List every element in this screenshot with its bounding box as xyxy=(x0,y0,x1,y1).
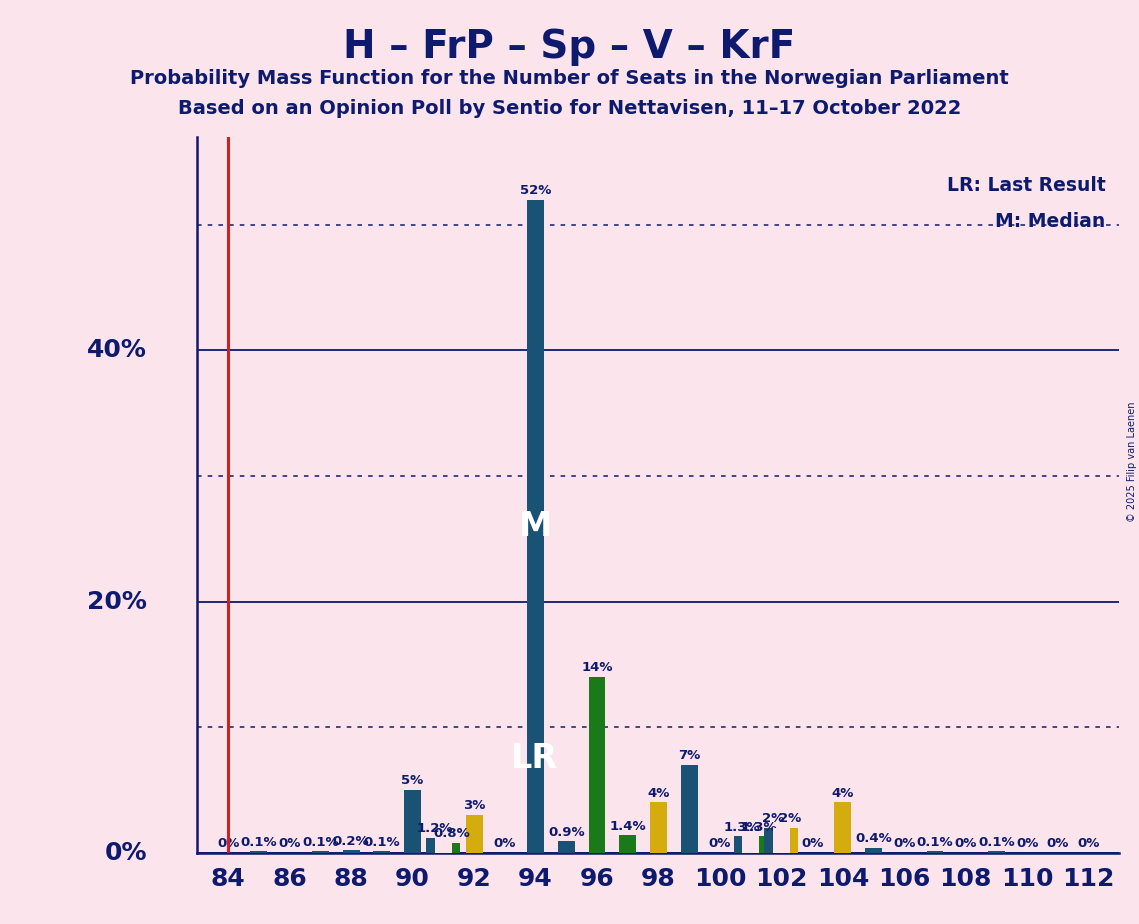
Bar xyxy=(866,847,882,853)
Bar xyxy=(988,851,1005,853)
Text: 0%: 0% xyxy=(1047,837,1070,850)
Bar xyxy=(466,815,483,853)
Text: 0%: 0% xyxy=(105,841,147,865)
Text: 0%: 0% xyxy=(801,837,823,850)
Bar xyxy=(835,802,851,853)
Bar xyxy=(558,842,575,853)
Bar xyxy=(764,828,781,853)
Bar xyxy=(435,837,452,853)
Bar xyxy=(251,851,268,853)
Bar xyxy=(773,828,789,853)
Text: M: M xyxy=(519,510,552,542)
Text: 52%: 52% xyxy=(519,184,551,197)
Bar xyxy=(343,850,360,853)
Text: 1.4%: 1.4% xyxy=(609,820,646,833)
Bar xyxy=(404,790,421,853)
Text: Probability Mass Function for the Number of Seats in the Norwegian Parliament: Probability Mass Function for the Number… xyxy=(130,69,1009,89)
Bar xyxy=(620,835,637,853)
Text: 1.3%: 1.3% xyxy=(724,821,761,833)
Bar xyxy=(312,851,329,853)
Text: 0.1%: 0.1% xyxy=(302,836,338,849)
Text: 3%: 3% xyxy=(462,799,485,812)
Text: 2%: 2% xyxy=(762,812,784,825)
Text: Based on an Opinion Poll by Sentio for Nettavisen, 11–17 October 2022: Based on an Opinion Poll by Sentio for N… xyxy=(178,99,961,118)
Text: 2%: 2% xyxy=(779,812,801,825)
Bar xyxy=(681,765,697,853)
Text: 0.9%: 0.9% xyxy=(548,826,584,839)
Text: H – FrP – Sp – V – KrF: H – FrP – Sp – V – KrF xyxy=(343,28,796,66)
Text: 0%: 0% xyxy=(218,837,239,850)
Text: 0%: 0% xyxy=(708,837,731,850)
Text: 0%: 0% xyxy=(1077,837,1100,850)
Bar xyxy=(589,677,606,853)
Text: 0%: 0% xyxy=(954,837,977,850)
Text: © 2025 Filip van Laenen: © 2025 Filip van Laenen xyxy=(1126,402,1137,522)
Text: 7%: 7% xyxy=(678,749,700,762)
Text: 0%: 0% xyxy=(278,837,301,850)
Text: 0.1%: 0.1% xyxy=(917,836,953,849)
Text: 0%: 0% xyxy=(1016,837,1039,850)
Text: 40%: 40% xyxy=(87,338,147,362)
Text: 20%: 20% xyxy=(87,590,147,614)
Text: 0.4%: 0.4% xyxy=(855,833,892,845)
Bar xyxy=(443,843,460,853)
Text: 0%: 0% xyxy=(493,837,516,850)
Bar xyxy=(374,851,391,853)
Bar xyxy=(435,837,452,853)
Bar xyxy=(650,802,667,853)
Text: 0.1%: 0.1% xyxy=(363,836,400,849)
Text: 14%: 14% xyxy=(581,662,613,675)
Text: 1.3%: 1.3% xyxy=(740,821,778,833)
Text: 1.2%: 1.2% xyxy=(417,822,453,835)
Text: LR: Last Result: LR: Last Result xyxy=(947,176,1106,195)
Text: 5%: 5% xyxy=(401,774,424,787)
Text: 0%: 0% xyxy=(893,837,916,850)
Text: LR: LR xyxy=(510,742,558,775)
Text: 4%: 4% xyxy=(831,787,854,800)
Text: 0.1%: 0.1% xyxy=(240,836,277,849)
Text: 0.1%: 0.1% xyxy=(978,836,1015,849)
Bar xyxy=(743,836,759,853)
Text: 0.8%: 0.8% xyxy=(434,827,470,840)
Bar xyxy=(743,836,759,853)
Text: 0.2%: 0.2% xyxy=(333,834,369,847)
Text: 4%: 4% xyxy=(647,787,670,800)
Text: M: Median: M: Median xyxy=(995,213,1106,231)
Bar xyxy=(781,828,798,853)
Bar xyxy=(734,836,751,853)
Bar xyxy=(527,200,544,853)
Bar xyxy=(927,851,943,853)
Bar xyxy=(426,837,443,853)
Bar xyxy=(751,836,768,853)
Bar xyxy=(773,828,789,853)
